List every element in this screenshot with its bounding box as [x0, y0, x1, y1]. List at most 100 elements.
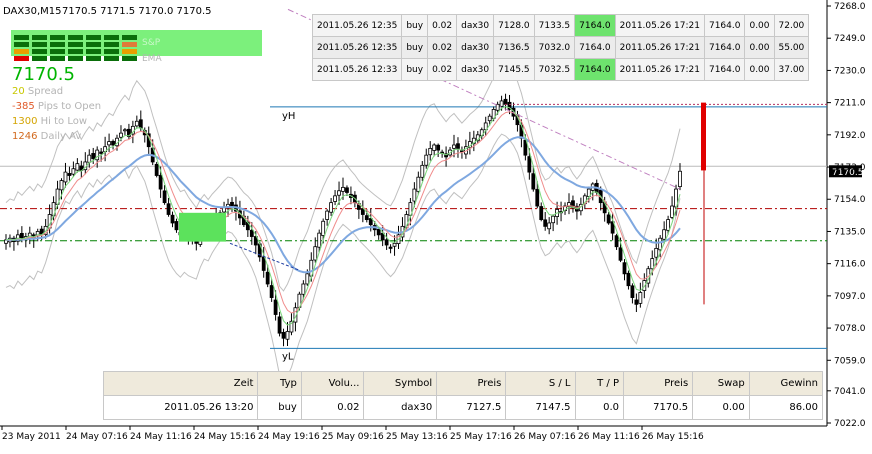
- candle: [424, 154, 429, 166]
- position-cell: 7127.5: [436, 395, 507, 420]
- closed-trades-table: 2011.05.26 12:35 buy 0.02 dax30 7128.0 7133.5…: [311, 14, 810, 81]
- trade-cell: 7164.0: [703, 14, 746, 37]
- trade-link-line: [229, 242, 301, 271]
- candle: [174, 221, 179, 231]
- trade-cell: buy: [401, 14, 429, 37]
- candle: [634, 299, 639, 305]
- column-header[interactable]: Preis: [436, 371, 507, 396]
- candle: [305, 273, 310, 285]
- candle: [622, 262, 627, 275]
- candle: [364, 215, 369, 220]
- current-price-readout: 7170.5: [12, 64, 75, 85]
- candle: [452, 144, 456, 149]
- stat-label: Daily Av: [40, 131, 82, 142]
- stat-label: Hi to Low: [40, 116, 88, 127]
- y-tick-label: 7041.0: [834, 387, 866, 397]
- candle: [95, 149, 100, 161]
- candle: [630, 285, 635, 298]
- position-cell: 0.0: [574, 395, 625, 420]
- y-tick-label: 7022.0: [834, 419, 866, 429]
- signal-cell: [14, 56, 29, 61]
- candle: [99, 151, 104, 154]
- stop-marker: [701, 102, 706, 171]
- candle: [523, 139, 528, 156]
- x-tick-label: 25 May 09:16: [322, 432, 384, 442]
- chart-header-ohlc: 7170.5 7171.5 7170.0 7170.5: [62, 6, 212, 17]
- closed-trade-row[interactable]: 2011.05.26 12:33 buy 0.02 dax30 7145.5 7032.5…: [311, 58, 810, 81]
- candle: [317, 232, 322, 248]
- y-tick-label: 7078.0: [834, 324, 866, 334]
- chart-header-symbol: DAX30,M15: [3, 6, 61, 17]
- column-header[interactable]: Gewinn: [748, 371, 824, 396]
- candle: [360, 208, 365, 215]
- candle: [547, 222, 552, 230]
- position-cell: 0.02: [300, 395, 365, 420]
- closed-trade-row[interactable]: 2011.05.26 12:35 buy 0.02 dax30 7128.0 7133.5…: [311, 14, 810, 37]
- trade-cell: 7128.0: [493, 14, 535, 37]
- signal-cell: [68, 42, 83, 47]
- candle: [63, 171, 68, 183]
- candle: [87, 154, 92, 163]
- trade-cell: 7145.5: [493, 58, 535, 81]
- candle: [420, 164, 425, 178]
- trade-cell: 2011.05.26 17:21: [614, 14, 705, 37]
- candle: [111, 140, 115, 146]
- position-cell: 2011.05.26 13:20: [102, 395, 259, 420]
- candle: [321, 220, 326, 236]
- candle: [253, 236, 258, 246]
- y-tick-label: 7249.0: [834, 34, 866, 44]
- candle: [138, 119, 143, 129]
- column-header[interactable]: Swap: [692, 371, 750, 396]
- signal-cell: [68, 35, 83, 40]
- position-cell: dax30: [363, 395, 438, 420]
- candle: [614, 235, 619, 248]
- signal-cell: [14, 35, 29, 40]
- candle: [285, 331, 290, 340]
- trade-cell: 0.02: [427, 14, 458, 37]
- candle: [650, 258, 655, 270]
- candle: [269, 285, 274, 298]
- position-cell: 0.00: [692, 395, 750, 420]
- y-tick-label: 7154.0: [834, 195, 866, 205]
- closed-trade-row[interactable]: 2011.05.26 12:35 buy 0.02 dax30 7136.5 7032.0…: [311, 36, 810, 59]
- x-tick-label: 25 May 17:16: [450, 432, 512, 442]
- candle: [626, 272, 631, 287]
- x-tick-label: 24 May 15:16: [194, 432, 256, 442]
- candle: [384, 239, 389, 246]
- candle: [471, 137, 476, 144]
- position-row[interactable]: 2011.05.26 13:20 buy 0.02 dax30 7127.5 7147.5…: [102, 395, 824, 420]
- x-tick-label: 24 May 07:16: [66, 432, 128, 442]
- column-header[interactable]: Preis: [623, 371, 694, 396]
- column-header[interactable]: Typ: [257, 371, 302, 396]
- column-header[interactable]: Zeit: [102, 371, 259, 396]
- candle: [654, 248, 659, 258]
- candle: [670, 205, 674, 218]
- column-header[interactable]: T / P: [574, 371, 625, 396]
- y-tick-label: 7059.0: [834, 356, 866, 366]
- x-tick-label: 26 May 15:16: [642, 432, 704, 442]
- y-tick-label: 7211.0: [834, 99, 866, 109]
- column-header[interactable]: Symbol: [363, 371, 438, 396]
- signal-cell: [50, 35, 65, 40]
- level-label: yL: [282, 351, 294, 362]
- candle: [658, 237, 663, 251]
- candle: [408, 202, 413, 216]
- trade-cell: dax30: [456, 14, 495, 37]
- candle: [119, 132, 123, 138]
- candle: [606, 214, 611, 224]
- y-tick-label: 7116.0: [834, 260, 866, 270]
- stat-label: Spread: [27, 86, 64, 97]
- column-header[interactable]: Volu...: [300, 371, 365, 396]
- x-tick-label: 23 May 2011: [2, 432, 61, 442]
- trade-cell: 2011.05.26 17:21: [614, 58, 705, 81]
- candle: [416, 176, 421, 192]
- candle: [376, 229, 381, 236]
- level-label: yH: [282, 111, 295, 122]
- column-header[interactable]: S / L: [505, 371, 576, 396]
- stat-value: -385: [12, 101, 35, 112]
- signal-cell: [32, 35, 47, 40]
- signal-cell: [68, 49, 83, 54]
- stat-value: 1246: [12, 131, 38, 142]
- candle: [551, 215, 556, 224]
- fast-ma-line: [5, 111, 681, 314]
